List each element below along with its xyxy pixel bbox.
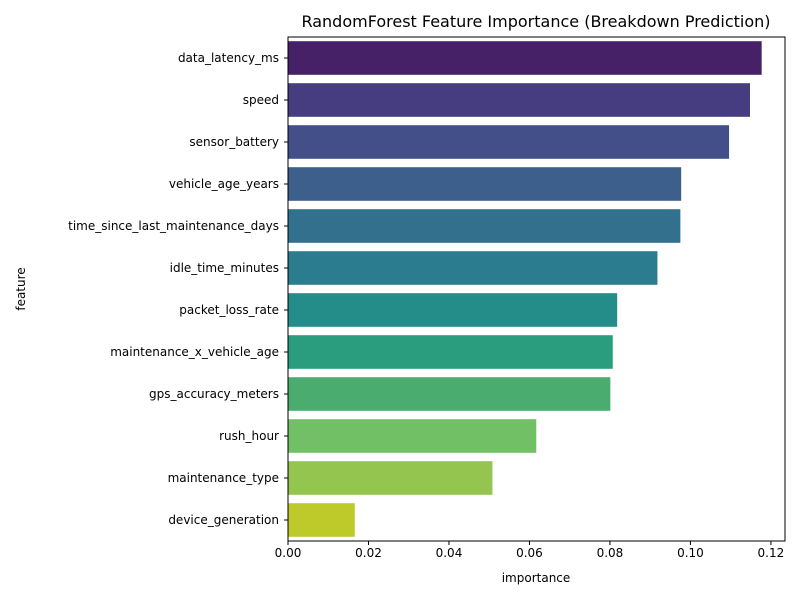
axes-frame bbox=[287, 36, 786, 542]
bar-idle-time-minutes bbox=[288, 251, 658, 285]
y-tick-label: maintenance_type bbox=[168, 471, 279, 485]
y-tick-label: maintenance_x_vehicle_age bbox=[110, 345, 279, 359]
bar-maintenance-type bbox=[288, 461, 493, 495]
bar-packet-loss-rate bbox=[288, 293, 618, 327]
x-tick-label: 0.06 bbox=[516, 546, 543, 560]
y-tick-label: time_since_last_maintenance_days bbox=[68, 219, 279, 233]
y-tick-label: packet_loss_rate bbox=[179, 303, 279, 317]
x-tick-label: 0.04 bbox=[436, 546, 463, 560]
x-tick-labels: 0.00 0.02 0.04 0.06 0.08 0.10 0.12 bbox=[275, 541, 785, 560]
bar-rush-hour bbox=[288, 419, 537, 453]
y-tick-label: vehicle_age_years bbox=[169, 177, 279, 191]
x-tick-label: 0.10 bbox=[677, 546, 704, 560]
x-tick-label: 0.08 bbox=[597, 546, 624, 560]
y-tick-label: data_latency_ms bbox=[178, 51, 279, 65]
y-tick-label: sensor_battery bbox=[189, 135, 279, 149]
bar-device-generation bbox=[288, 503, 355, 537]
bars-layer bbox=[288, 41, 762, 537]
bar-sensor-battery bbox=[288, 125, 730, 159]
x-axis-title: importance bbox=[502, 571, 571, 585]
bar-vehicle-age-years bbox=[288, 167, 682, 201]
bar-data-latency-ms bbox=[288, 41, 762, 75]
axes-border bbox=[287, 36, 786, 542]
bar-time-since-last-maintenance-days bbox=[288, 209, 681, 243]
bar-speed bbox=[288, 83, 750, 117]
bar-maintenance-x-vehicle-age bbox=[288, 335, 613, 369]
y-tick-label: device_generation bbox=[168, 513, 279, 527]
y-tick-label: rush_hour bbox=[219, 429, 279, 443]
bar-gps-accuracy-meters bbox=[288, 377, 611, 411]
x-tick-label: 0.00 bbox=[275, 546, 302, 560]
chart-title: RandomForest Feature Importance (Breakdo… bbox=[301, 12, 770, 31]
y-tick-label: gps_accuracy_meters bbox=[149, 387, 279, 401]
x-tick-label: 0.02 bbox=[355, 546, 382, 560]
y-tick-label: speed bbox=[243, 93, 279, 107]
x-tick-label: 0.12 bbox=[758, 546, 785, 560]
y-axis-title: feature bbox=[14, 267, 28, 310]
y-tick-label: idle_time_minutes bbox=[170, 261, 279, 275]
